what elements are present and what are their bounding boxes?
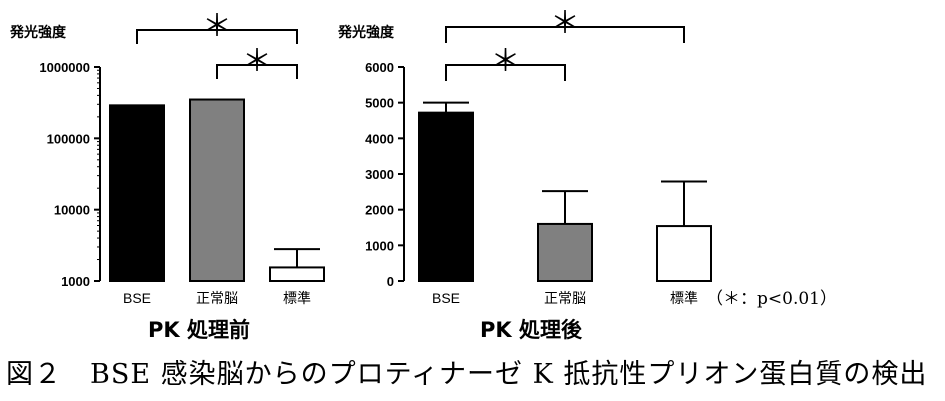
y-tick-label: 2000 bbox=[365, 203, 394, 218]
y-tick-label: 4000 bbox=[365, 131, 394, 146]
y-tick-label: 1000 bbox=[365, 238, 394, 253]
category-label: 正常脳 bbox=[544, 290, 586, 306]
significance-star: ＊ bbox=[242, 44, 272, 79]
category-label: BSE bbox=[432, 290, 460, 306]
y-tick-label: 6000 bbox=[365, 60, 394, 75]
bar-BSE bbox=[109, 104, 165, 283]
y-tick-label: 1000 bbox=[61, 274, 90, 289]
category-label: 正常脳 bbox=[196, 290, 238, 306]
bar-標準 bbox=[269, 266, 325, 282]
bar-標準 bbox=[656, 225, 712, 282]
y-tick-label: 0 bbox=[387, 274, 394, 289]
y-tick-label: 1000000 bbox=[39, 60, 90, 75]
y-tick-label: 100000 bbox=[47, 131, 90, 146]
y-tick-label: 5000 bbox=[365, 96, 394, 111]
y-axis-label: 発光強度 bbox=[337, 24, 395, 41]
significance-bracket bbox=[136, 29, 298, 44]
significance-note: （＊：p<0.01） bbox=[706, 289, 837, 309]
category-label: BSE bbox=[123, 290, 151, 306]
figure-caption: 図２ BSE 感染脳からのプロティナーゼ K 抵抗性プリオン蛋白質の検出 bbox=[6, 359, 928, 390]
chart-pk-after: 0 1000 2000 3000 4000 5000 6000 発光強度 BSE 正常脳 標準 ＊ ＊ P… bbox=[337, 6, 712, 342]
chart-title: PK 処理前 bbox=[148, 318, 250, 342]
chart-pk-before: 1000 10000 100000 1000000 発光強度 BSE 正常脳 標準 ＊ ＊ PK 処… bbox=[9, 9, 325, 342]
chart-title: PK 処理後 bbox=[480, 318, 583, 342]
bar-正常脳 bbox=[537, 222, 593, 282]
significance-bracket bbox=[445, 26, 685, 43]
category-label: 標準 bbox=[283, 290, 311, 306]
category-label: 標準 bbox=[670, 290, 698, 306]
bar-正常脳 bbox=[189, 98, 245, 282]
significance-bracket bbox=[216, 64, 298, 79]
significance-star: ＊ bbox=[202, 9, 232, 44]
y-axis-label: 発光強度 bbox=[9, 24, 67, 41]
significance-star: ＊ bbox=[491, 44, 521, 79]
significance-star: ＊ bbox=[550, 6, 580, 41]
bar-BSE bbox=[418, 111, 474, 282]
significance-bracket bbox=[445, 64, 566, 81]
y-tick-label: 3000 bbox=[365, 167, 394, 182]
y-tick-label: 10000 bbox=[54, 203, 90, 218]
